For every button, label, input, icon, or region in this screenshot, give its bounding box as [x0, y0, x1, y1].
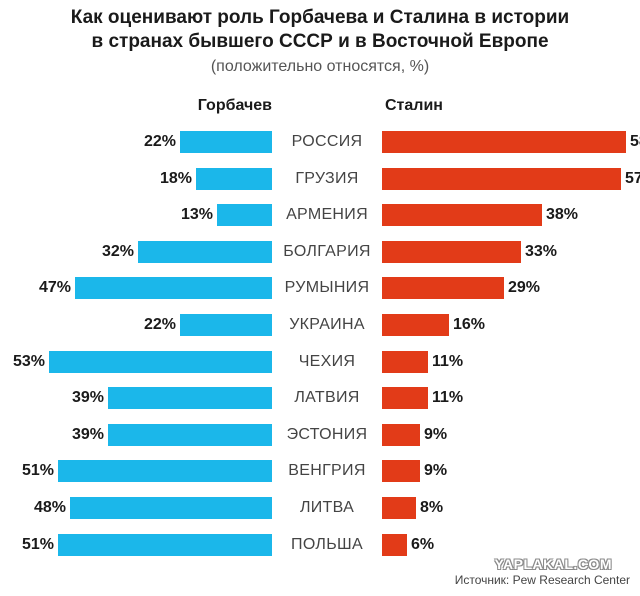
bar-gorbachev	[108, 387, 272, 409]
value-label-stalin: 33%	[525, 243, 558, 260]
category-label: РОССИЯ	[291, 133, 363, 150]
value-label-stalin: 9%	[424, 426, 448, 443]
value-label-stalin: 6%	[411, 536, 435, 553]
bar-stalin	[382, 460, 420, 482]
series-label-gorbachev: Горбачев	[197, 97, 272, 114]
value-label-gorbachev: 53%	[12, 353, 45, 370]
bar-stalin	[382, 204, 542, 226]
bar-stalin	[382, 277, 504, 299]
bar-gorbachev	[70, 497, 272, 519]
value-label-gorbachev: 48%	[33, 499, 66, 516]
bar-stalin	[382, 351, 428, 373]
bar-gorbachev	[75, 277, 272, 299]
bar-gorbachev	[108, 424, 272, 446]
bar-stalin	[382, 241, 521, 263]
bar-gorbachev	[196, 168, 272, 190]
category-label: ВЕНГРИЯ	[288, 462, 366, 479]
value-label-gorbachev: 22%	[143, 316, 176, 333]
bar-stalin	[382, 387, 428, 409]
value-label-stalin: 11%	[432, 389, 464, 406]
value-label-stalin: 57%	[625, 170, 640, 187]
bar-stalin	[382, 497, 416, 519]
category-label: ГРУЗИЯ	[295, 170, 359, 187]
category-label: БОЛГАРИЯ	[283, 243, 371, 260]
source-note: Источник: Pew Research Center	[454, 573, 630, 587]
bar-gorbachev	[217, 204, 272, 226]
value-label-gorbachev: 47%	[38, 279, 71, 296]
value-label-gorbachev: 51%	[21, 536, 54, 553]
bar-stalin	[382, 131, 626, 153]
category-label: ЛАТВИЯ	[294, 389, 360, 406]
chart-title-line-1: Как оценивают роль Горбачева и Сталина в…	[70, 7, 570, 28]
category-label: ЛИТВА	[299, 499, 355, 516]
bar-gorbachev	[58, 534, 272, 556]
category-label: АРМЕНИЯ	[286, 206, 368, 223]
value-label-stalin: 9%	[424, 462, 448, 479]
chart-title-line-2: в странах бывшего СССР и в Восточной Евр…	[91, 31, 549, 52]
value-label-gorbachev: 39%	[71, 426, 104, 443]
value-label-gorbachev: 18%	[159, 170, 192, 187]
value-label-stalin: 16%	[453, 316, 486, 333]
category-label: ЧЕХИЯ	[298, 353, 356, 370]
bar-stalin	[382, 424, 420, 446]
bar-stalin	[382, 168, 621, 190]
bar-gorbachev	[49, 351, 272, 373]
bar-gorbachev	[180, 314, 272, 336]
value-label-stalin: 58%	[630, 133, 640, 150]
value-label-gorbachev: 51%	[21, 462, 54, 479]
bar-stalin	[382, 534, 407, 556]
category-label: УКРАИНА	[289, 316, 365, 333]
value-label-gorbachev: 22%	[143, 133, 176, 150]
watermark: YAPLAKAL.COM	[494, 556, 612, 572]
series-label-stalin: Сталин	[385, 97, 443, 114]
bar-gorbachev	[138, 241, 272, 263]
value-label-stalin: 11%	[432, 353, 464, 370]
value-label-gorbachev: 32%	[101, 243, 134, 260]
value-label-stalin: 38%	[546, 206, 579, 223]
bar-stalin	[382, 314, 449, 336]
value-label-stalin: 29%	[508, 279, 541, 296]
value-label-stalin: 8%	[420, 499, 444, 516]
value-label-gorbachev: 39%	[71, 389, 104, 406]
chart-subtitle: (положительно относятся, %)	[210, 58, 430, 75]
bar-gorbachev	[58, 460, 272, 482]
category-label: ПОЛЬША	[291, 536, 363, 553]
category-label: РУМЫНИЯ	[284, 279, 370, 296]
category-label: ЭСТОНИЯ	[286, 426, 368, 443]
chart-title: Как оценивают роль Горбачева и Сталина в…	[0, 6, 640, 54]
bar-gorbachev	[180, 131, 272, 153]
value-label-gorbachev: 13%	[180, 206, 213, 223]
